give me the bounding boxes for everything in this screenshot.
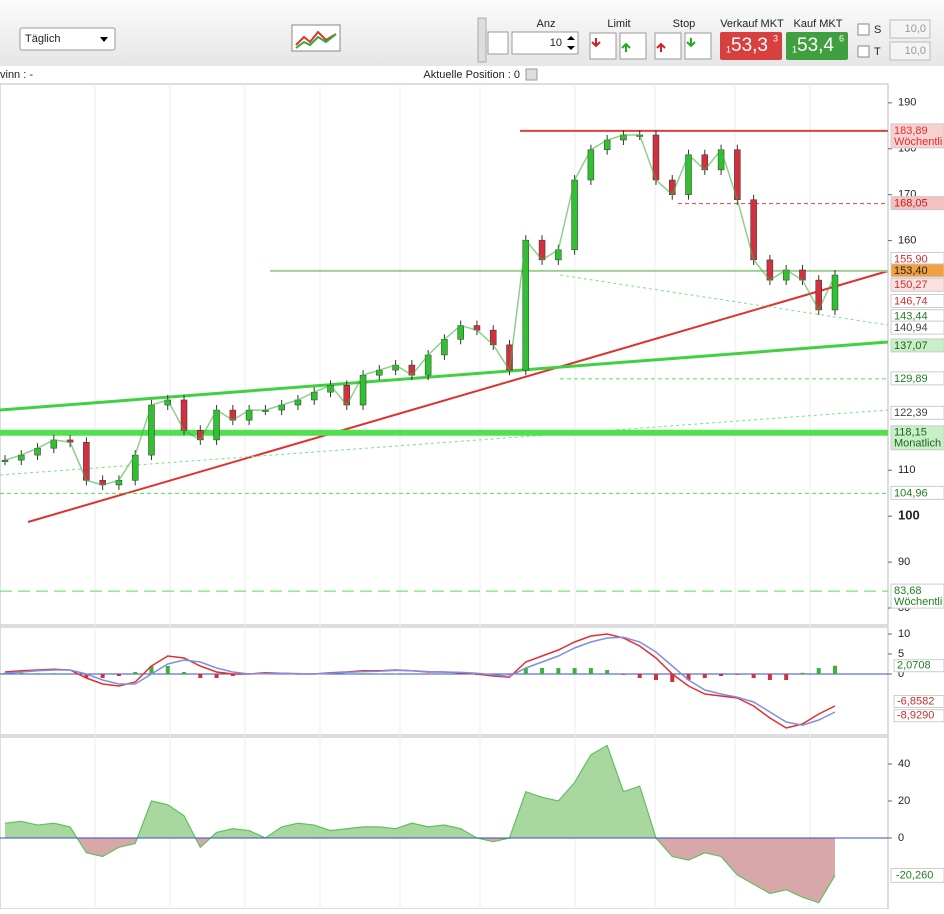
position-icon [526,69,537,80]
status-left: vinn : - [0,69,33,81]
histogram-bar [540,668,544,674]
level-label: 168,05 [894,198,928,210]
y-tick-label: 10 [898,628,910,640]
s-checkbox[interactable] [858,24,869,35]
candle [2,460,8,462]
stop-label: Stop [673,18,696,30]
histogram-bar [19,673,23,674]
quantity-value: 10 [550,37,562,49]
t-label: T [874,46,881,58]
quantity-label: Anz [537,18,556,30]
y-tick-label: 100 [898,508,920,523]
level-label: 122,39 [894,407,928,419]
histogram-bar [508,674,512,675]
level-label: 153,40 [894,265,928,277]
histogram-bar [817,668,821,674]
histogram-bar [573,668,577,674]
histogram-bar [133,672,137,674]
level-label: 150,27 [894,279,928,291]
y-tick-label: 5 [898,648,904,660]
level-note: Wöchentli [894,596,942,608]
y-tick-label: 40 [898,758,910,770]
histogram-bar [52,673,56,674]
s-value: 10,0 [905,23,926,35]
histogram-bar [719,674,723,676]
period-text: Täglich [25,33,60,45]
y-tick-label: 160 [898,235,916,247]
histogram-bar [182,672,186,674]
histogram-bar [621,674,625,675]
buy-price-main: 53,4 [797,35,834,56]
histogram-bar [215,674,219,678]
level-label: 140,94 [894,322,928,334]
level-note: Monatlich [894,438,941,450]
status-position: Aktuelle Position : 0 [423,69,520,81]
histogram-bar [101,674,105,678]
histogram-bar [703,674,707,678]
buy-price-suffix: 6 [839,33,844,43]
buy-label: Kauf MKT [794,18,843,30]
histogram-bar [800,673,804,674]
y-tick-label: 0 [898,832,904,844]
level-note: Wöchentli [894,136,942,148]
histogram-bar [36,673,40,674]
histogram-bar [752,674,756,678]
value-label: 2,0708 [897,660,931,672]
y-tick-label: 20 [898,795,910,807]
histogram-bar [784,674,788,680]
histogram-bar [361,673,365,674]
value-label: -8,9290 [897,710,934,722]
macd-panel [0,627,888,735]
histogram-bar [654,674,658,680]
histogram-bar [638,674,642,678]
y-tick-label: 90 [898,556,910,568]
t-checkbox[interactable] [858,46,869,57]
separator [478,18,486,62]
value-label: -6,8582 [897,695,934,707]
t-value: 10,0 [905,45,926,57]
y-tick-label: 190 [898,97,916,109]
histogram-bar [589,668,593,674]
histogram-bar [768,674,772,680]
level-label: 146,74 [894,295,928,307]
histogram-bar [735,674,739,675]
y-tick-label: 110 [898,464,916,476]
level-label: 104,96 [894,487,928,499]
limit-label: Limit [607,18,630,30]
limit-buy-button[interactable] [590,33,616,59]
stop-sell-button[interactable] [685,33,711,59]
sell-label: Verkauf MKT [720,18,784,30]
histogram-bar [166,666,170,674]
level-label: 137,07 [894,340,928,352]
histogram-bar [833,666,837,674]
histogram-bar [605,670,609,674]
quantity-input[interactable] [512,32,578,54]
histogram-bar [556,668,560,674]
histogram-bar [198,674,202,678]
tool-button[interactable] [488,32,508,54]
sell-price-suffix: 3 [773,33,778,43]
sell-price-main: 53,3 [731,35,768,56]
level-label: 129,89 [894,373,928,385]
value-label: -20,260 [896,869,933,881]
s-label: S [874,24,881,36]
histogram-bar [117,674,121,676]
